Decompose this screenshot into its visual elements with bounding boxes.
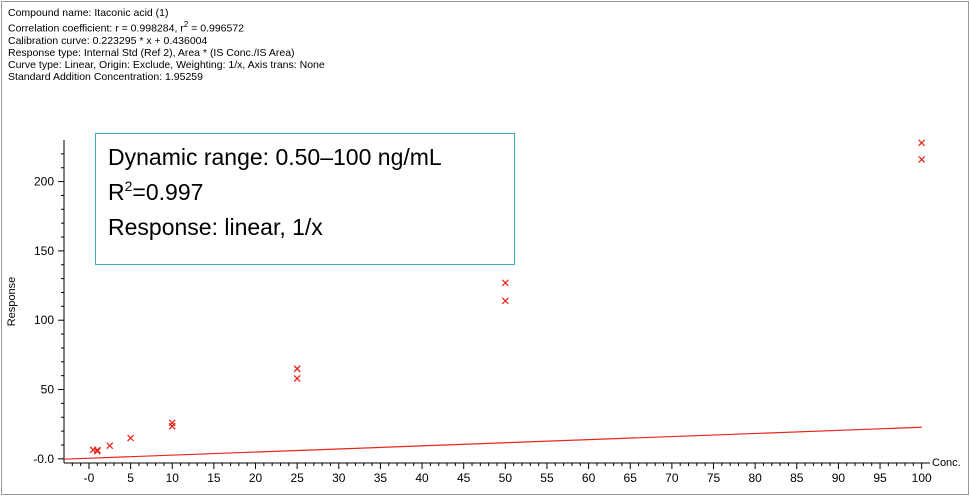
r-squared-suffix: =0.997 [132,179,204,205]
y-tick-label: -0.0 [33,452,54,466]
y-tick-label: 100 [34,313,54,327]
x-tick-label: 5 [127,471,134,485]
chart-header: Compound name: Itaconic acid (1) Correla… [8,7,325,83]
data-point-stroke [501,297,509,305]
data-point-stroke [127,434,135,442]
x-tick-label: -0 [84,471,95,485]
dynamic-range-text: Dynamic range: 0.50–100 ng/mL [108,144,442,170]
data-point-stroke [918,139,926,147]
data-point-stroke [501,279,509,287]
x-tick-label: 45 [457,471,471,485]
r-squared-sup: 2 [124,178,133,194]
curve-type: Curve type: Linear, Origin: Exclude, Wei… [8,58,325,71]
x-tick-label: 75 [707,471,721,485]
x-tick-label: 90 [832,471,846,485]
x-tick-label: 50 [499,471,513,485]
calibration-fit-line [63,426,922,460]
y-axis-title: Response [6,277,18,327]
x-tick-label: 25 [290,471,304,485]
y-tick-label: 50 [41,383,55,397]
data-point-stroke [293,374,301,382]
data-point-stroke [918,155,926,163]
y-tick-label: 200 [34,175,54,189]
data-point [293,374,301,382]
x-tick-label: 95 [873,471,887,485]
compound-name: Compound name: Itaconic acid (1) [8,7,169,19]
correlation-coefficient: Correlation coefficient: r = 0.998284, r… [8,19,325,35]
x-tick-label: 40 [415,471,429,485]
data-points [89,139,926,455]
r-squared-text: R2=0.997 [108,175,514,210]
data-point [293,365,301,373]
x-tick-label: 30 [332,471,346,485]
data-point [501,279,509,287]
axis-labels: -0 5 10 15 20 25 30 35 40 45 50 55 60 65 70 75 80 85 90 95 1… [6,175,961,485]
response-text: Response: linear, 1/x [108,214,323,240]
r-squared-prefix: R [108,179,125,205]
correlation-sup: 2 [183,20,189,29]
data-point [168,419,176,427]
x-axis-title: Conc. [932,457,961,469]
x-tick-label: 100 [912,471,932,485]
data-point [93,446,101,454]
x-tick-label: 80 [748,471,762,485]
x-tick-label: 60 [582,471,596,485]
calibration-curve: Calibration curve: 0.223295 * x + 0.4360… [8,34,208,47]
x-tick-label: 55 [540,471,554,485]
data-point-stroke [293,365,301,373]
x-tick-label: 15 [207,471,221,485]
x-tick-label: 85 [790,471,804,485]
fit-line-group [63,426,922,460]
data-point [106,442,114,450]
correlation-prefix: Correlation coefficient: r = 0.998284, r [8,22,184,35]
data-point [127,434,135,442]
data-point [501,297,509,305]
chart-axes [58,140,930,469]
data-point-stroke [93,446,101,454]
annotation-box: Dynamic range: 0.50–100 ng/mL R2=0.997 R… [95,133,515,265]
x-tick-label: 70 [665,471,679,485]
x-tick-label: 20 [249,471,263,485]
response-type: Response type: Internal Std (Ref 2), Are… [8,46,295,59]
data-point [918,155,926,163]
x-tick-label: 65 [624,471,638,485]
data-point-stroke [106,442,114,450]
y-tick-label: 150 [34,244,54,258]
data-point [93,447,101,455]
x-tick-label: 10 [166,471,180,485]
standard-addition: Standard Addition Concentration: 1.95259 [8,70,203,83]
data-point-stroke [168,419,176,427]
data-point-stroke [93,447,101,455]
data-point [918,139,926,147]
x-tick-label: 35 [374,471,388,485]
correlation-suffix: = 0.996572 [188,22,245,35]
